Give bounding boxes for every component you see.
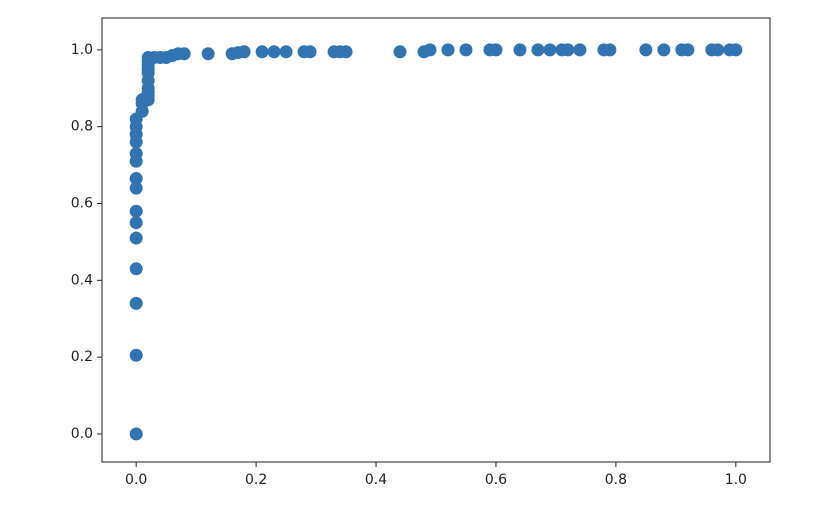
point [267,45,281,59]
point [489,43,503,57]
point [603,43,617,57]
point [129,216,143,230]
point [441,43,455,57]
x-tick-label: 0.6 [485,472,507,488]
point [423,43,437,57]
y-tick-label: 0.6 [71,196,93,212]
point [513,43,527,57]
point [177,47,191,61]
point [129,172,143,186]
y-tick-label: 0.0 [71,426,93,442]
y-tick-label: 0.8 [71,119,93,135]
point [255,45,269,59]
point [573,43,587,57]
y-tick-label: 1.0 [71,42,93,58]
x-tick-label: 0.4 [365,472,387,488]
point [129,231,143,245]
point [303,45,317,59]
x-tick-label: 1.0 [725,472,747,488]
point [561,43,575,57]
point [129,181,143,195]
point [279,45,293,59]
point [729,43,743,57]
point [681,43,695,57]
point [531,43,545,57]
point [129,296,143,310]
y-tick-label: 0.4 [71,272,93,288]
point [129,262,143,276]
point [237,45,251,59]
x-tick-label: 0.0 [125,472,147,488]
point [339,45,353,59]
point [201,47,215,61]
point [129,348,143,362]
point [129,204,143,218]
point [129,147,143,161]
point [393,45,407,59]
point [543,43,557,57]
point [639,43,653,57]
point [459,43,473,57]
x-tick-label: 0.2 [245,472,267,488]
y-tick-label: 0.2 [71,349,93,365]
x-tick-label: 0.8 [605,472,627,488]
plot-frame [101,17,771,463]
point [657,43,671,57]
point [129,427,143,441]
point [711,43,725,57]
